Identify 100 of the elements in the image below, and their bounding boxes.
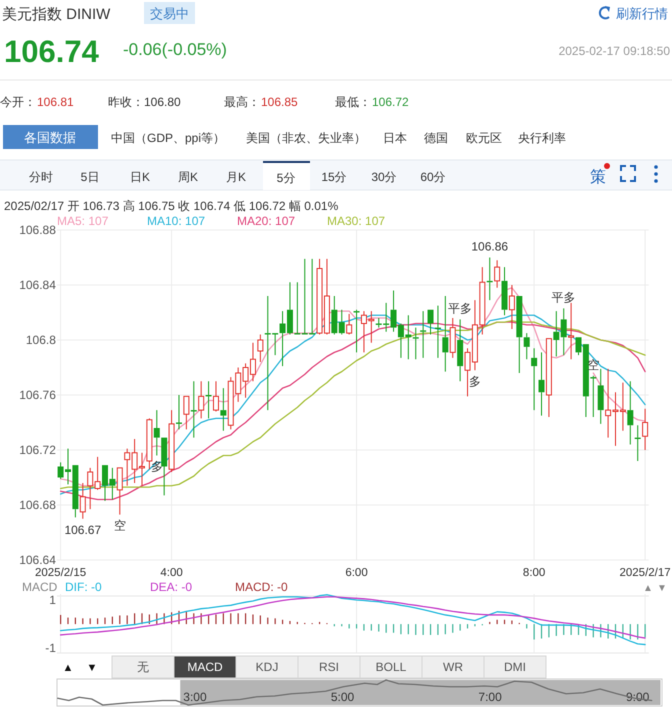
candlestick bbox=[502, 266, 508, 316]
text: 最低： bbox=[335, 95, 371, 109]
text: 最高： bbox=[224, 95, 260, 109]
text: ▼ bbox=[657, 583, 667, 594]
text: KDJ bbox=[256, 660, 278, 674]
text: 今开： bbox=[0, 95, 36, 109]
candlestick bbox=[257, 334, 264, 362]
candlestick bbox=[154, 410, 160, 456]
chart-title: MACD bbox=[22, 580, 58, 594]
x-tick-label: 2025/2/15 bbox=[35, 567, 86, 579]
y-tick-label: 106.72 bbox=[19, 443, 56, 457]
x-tick-label: 4:00 bbox=[160, 567, 183, 579]
y-tick-label: -1 bbox=[45, 641, 56, 656]
text: RSI bbox=[318, 660, 340, 674]
candlestick bbox=[598, 368, 604, 424]
annotation: 空 bbox=[114, 518, 126, 533]
text: 德国 bbox=[424, 131, 448, 145]
annotation: 多 bbox=[468, 374, 481, 388]
text: -0.06(-0.05%) bbox=[123, 40, 227, 59]
text: MA20: 107 bbox=[237, 214, 296, 228]
candlestick bbox=[198, 380, 204, 419]
candlestick bbox=[642, 408, 648, 450]
candlestick bbox=[176, 394, 182, 430]
candlestick bbox=[486, 257, 493, 301]
candlestick bbox=[206, 380, 212, 419]
text: ▲ bbox=[62, 662, 74, 674]
x-tick-label: 6:00 bbox=[345, 567, 368, 579]
text: ▼ bbox=[86, 662, 98, 674]
text: 30分 bbox=[371, 170, 397, 184]
text: 106.85 bbox=[261, 95, 298, 109]
candlestick bbox=[508, 284, 515, 330]
annotation: 106.86 bbox=[471, 240, 508, 254]
annotation: ▲ bbox=[643, 583, 653, 594]
candlestick bbox=[80, 482, 86, 520]
y-tick-label: 106.88 bbox=[19, 223, 56, 237]
text: 周K bbox=[178, 170, 198, 184]
y-tick-label: 106.76 bbox=[19, 388, 56, 402]
chart-title: 2025/02/17 开 106.73 高 106.75 收 106.74 低 106.72 幅 0.01% bbox=[4, 199, 339, 213]
y-tick-label: 106.84 bbox=[19, 278, 56, 292]
candlestick bbox=[538, 352, 545, 416]
x-tick-label: 7:00 bbox=[478, 690, 502, 704]
text: 分时 bbox=[29, 170, 53, 184]
text: MACD bbox=[187, 660, 223, 674]
text: 106.72 bbox=[372, 95, 410, 109]
text: MA5: 107 bbox=[57, 214, 109, 228]
y-tick-label: 1 bbox=[49, 593, 56, 608]
candlestick bbox=[531, 348, 538, 411]
text: MA30: 107 bbox=[327, 214, 386, 228]
annotation: 多 bbox=[150, 460, 163, 474]
line-series bbox=[60, 596, 646, 639]
text: BOLL bbox=[376, 660, 407, 674]
text: 中国（GDP、ppi等） bbox=[111, 131, 226, 145]
annotation: 平多 bbox=[448, 301, 472, 316]
candlestick bbox=[220, 388, 226, 432]
candlestick bbox=[634, 424, 641, 462]
candlestick bbox=[190, 380, 197, 438]
text: 各国数据 bbox=[24, 130, 76, 145]
candlestick bbox=[627, 380, 634, 445]
candlestick bbox=[457, 318, 464, 382]
y-tick-label: 106.8 bbox=[26, 333, 56, 347]
y-tick-label: 106.68 bbox=[19, 498, 56, 512]
y-tick-label: 106.64 bbox=[19, 553, 56, 567]
text: 刷新行情 bbox=[616, 6, 668, 21]
annotation: 平多 bbox=[552, 290, 576, 304]
candlestick bbox=[434, 305, 441, 358]
text: 60分 bbox=[420, 170, 446, 184]
candlestick bbox=[442, 296, 448, 372]
text: 5分 bbox=[276, 171, 296, 185]
text: DMI bbox=[504, 660, 526, 674]
text: DIF: -0 bbox=[65, 580, 102, 594]
candlestick bbox=[450, 318, 456, 358]
text: 策 bbox=[590, 168, 606, 186]
text: 106.81 bbox=[37, 95, 74, 109]
text: 交易中 bbox=[150, 6, 189, 21]
text: 昨收：106.80 bbox=[108, 95, 182, 109]
text: WR bbox=[443, 660, 464, 674]
candlestick bbox=[524, 332, 530, 360]
text: 欧元区 bbox=[466, 131, 502, 145]
text: MA10: 107 bbox=[147, 214, 206, 228]
x-tick-label: 2025/2/17 bbox=[620, 567, 671, 579]
series-label: MACD: -0 bbox=[235, 580, 288, 594]
text: 15分 bbox=[321, 170, 347, 184]
x-tick-label: 3:00 bbox=[183, 690, 207, 704]
text: 央行利率 bbox=[518, 131, 566, 145]
text: 美元指数 DINIW bbox=[2, 6, 112, 23]
x-tick-label: 5:00 bbox=[330, 690, 355, 704]
text: 2025-02-17 09:18:50 bbox=[558, 44, 670, 58]
candlestick bbox=[568, 302, 574, 360]
text: 5日 bbox=[80, 170, 100, 184]
candlestick bbox=[420, 310, 426, 358]
line-series bbox=[60, 594, 646, 646]
series-label: DEA: -0 bbox=[150, 580, 192, 594]
text: 106.74 bbox=[4, 34, 100, 69]
text: 美国（非农、失业率） bbox=[246, 131, 366, 145]
text: 日本 bbox=[383, 131, 407, 145]
annotation: 106.67 bbox=[64, 522, 102, 537]
text: 无 bbox=[137, 660, 149, 674]
text: 日K bbox=[130, 170, 150, 184]
x-tick-label: 8:00 bbox=[522, 567, 546, 579]
text: 月K bbox=[226, 170, 246, 184]
